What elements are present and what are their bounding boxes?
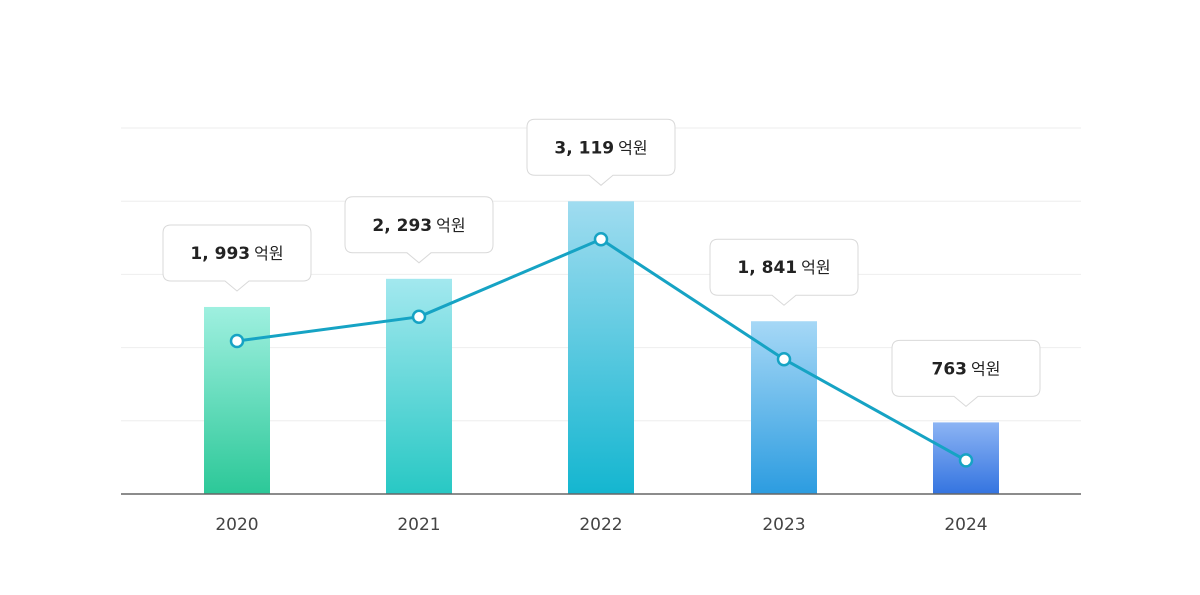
callout-box: [526, 118, 676, 186]
line-point-2023: [776, 351, 792, 367]
bar-2023: [751, 321, 817, 494]
callout-box: [891, 339, 1041, 408]
line-point-2022: [593, 232, 609, 247]
callout-2023: 1, 841 억원: [709, 238, 859, 306]
line-point-2021: [411, 309, 427, 325]
data-label-unit: 억원: [254, 244, 283, 263]
data-label-2023: 1, 841 억원: [737, 258, 830, 278]
data-label-value: 2, 293: [372, 216, 432, 236]
x-tick-labels: 2020 2021 2022 2023 2024: [215, 515, 987, 535]
callout-box: [344, 196, 494, 264]
data-label-value: 763: [932, 359, 968, 379]
x-tick-label-2021: 2021: [397, 515, 440, 535]
line-point-2020: [229, 333, 245, 349]
data-label-2024: 763 억원: [932, 359, 1001, 379]
data-label-value: 1, 841: [737, 258, 797, 278]
data-label-2020: 1, 993 억원: [190, 244, 283, 264]
x-tick-label-2022: 2022: [579, 515, 622, 535]
data-label-unit: 억원: [971, 359, 1000, 378]
trend-line: [229, 232, 974, 468]
data-label-unit: 억원: [618, 138, 647, 157]
callout-2020: 1, 993 억원: [162, 224, 312, 292]
line-point-2024: [958, 453, 974, 468]
data-label-2021: 2, 293 억원: [372, 216, 465, 236]
callout-2022: 3, 119 억원: [526, 118, 676, 186]
x-tick-label-2023: 2023: [762, 515, 805, 535]
data-label-unit: 억원: [436, 216, 465, 235]
x-tick-label-2020: 2020: [215, 515, 258, 535]
data-label-value: 1, 993: [190, 244, 250, 264]
callout-box: [162, 224, 312, 292]
callout-2021: 2, 293 억원: [344, 196, 494, 264]
data-label-unit: 억원: [801, 258, 830, 277]
callout-box: [709, 238, 859, 306]
callout-2024: 763 억원: [891, 339, 1041, 408]
x-tick-label-2024: 2024: [944, 515, 987, 535]
data-label-2022: 3, 119 억원: [554, 138, 647, 158]
data-label-value: 3, 119: [554, 138, 614, 158]
